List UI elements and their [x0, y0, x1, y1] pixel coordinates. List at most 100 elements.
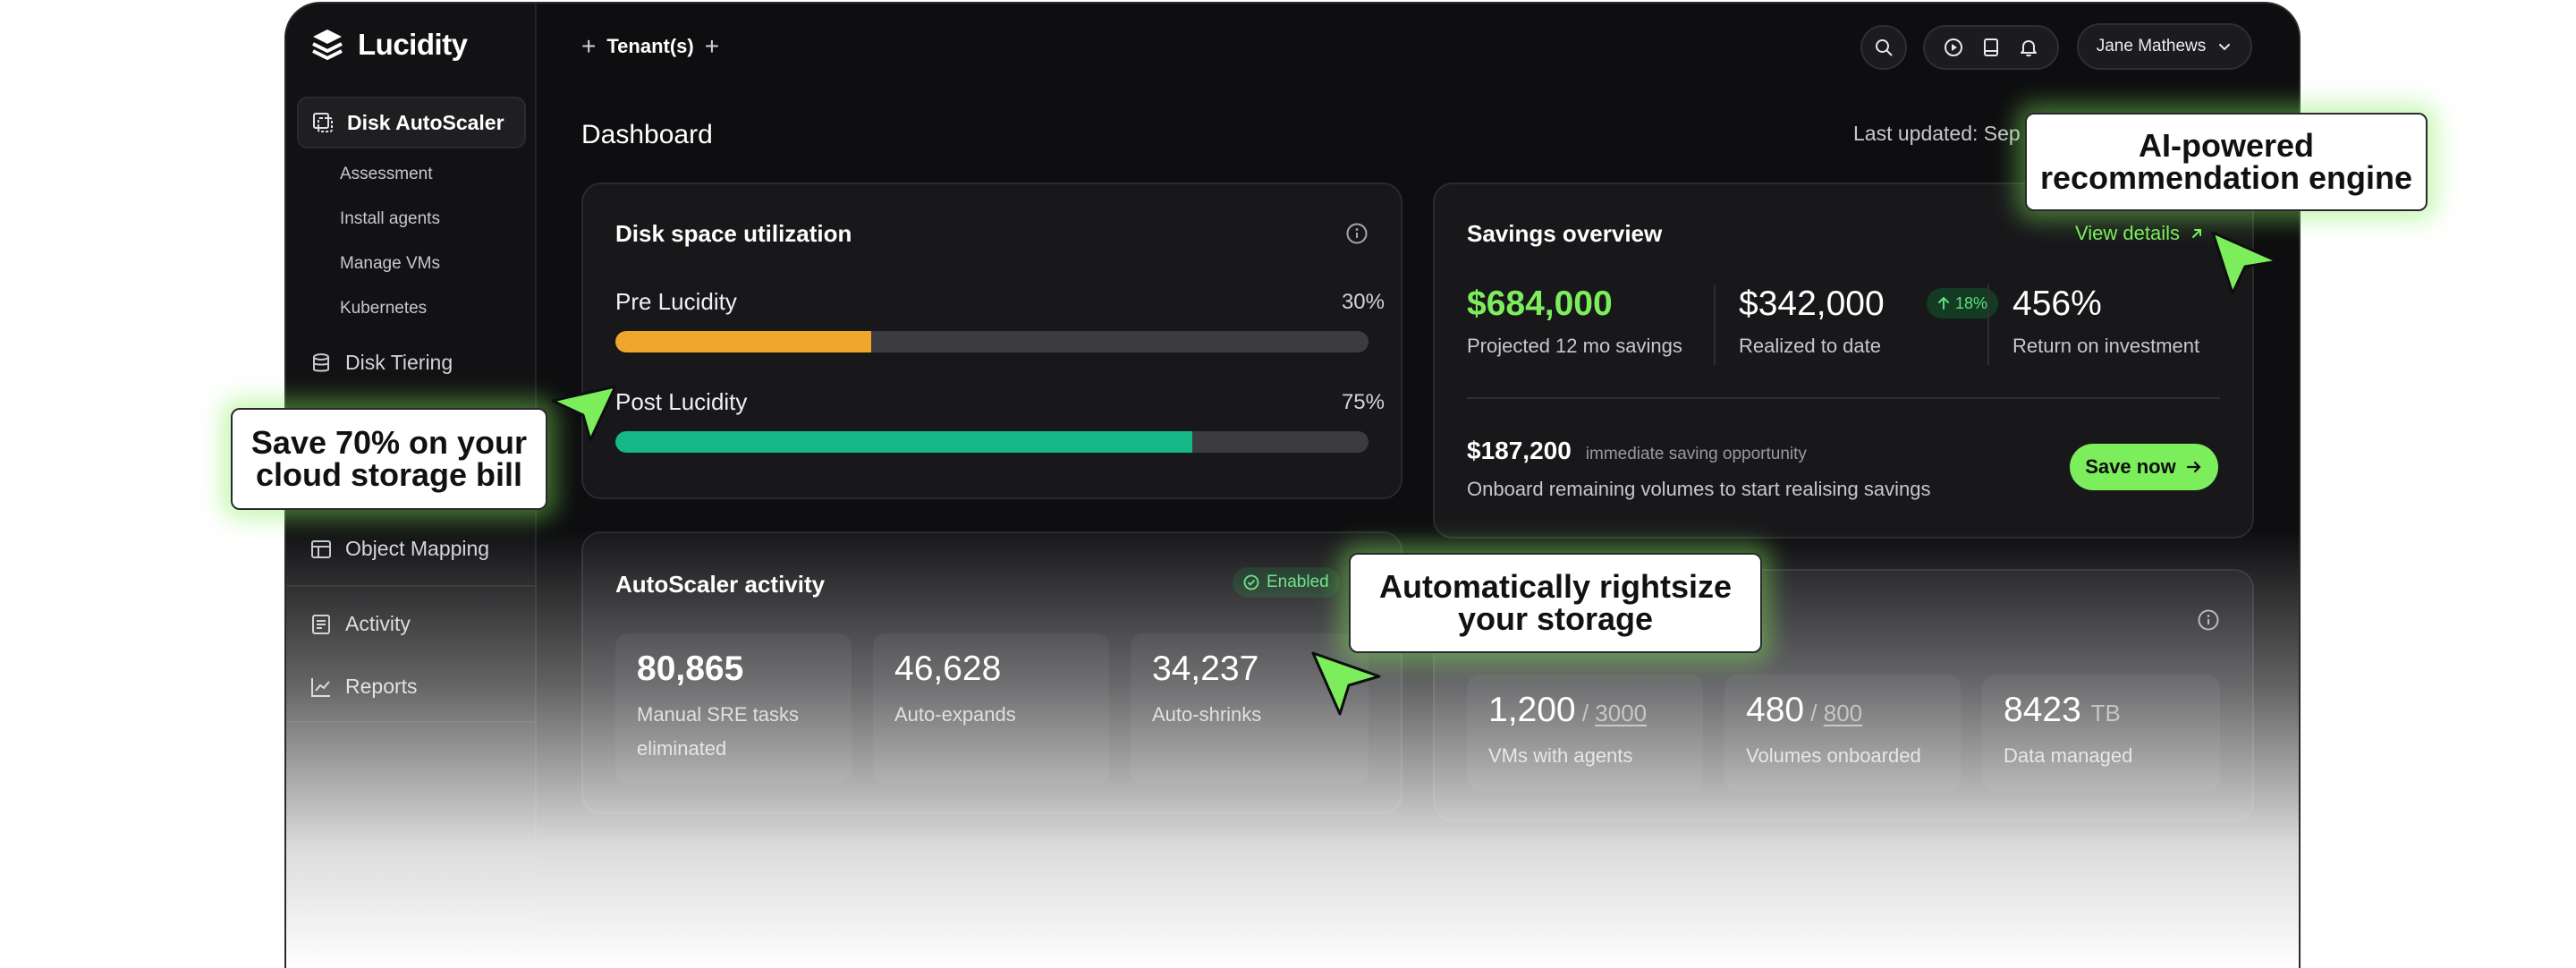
stat-tile: 80,865 Manual SRE tasks eliminated	[615, 633, 852, 784]
stat-total-value: 3000	[1595, 700, 1648, 726]
sidebar-item-label: Reports	[345, 675, 418, 698]
callout-ai-engine: AI-powered recommendation engine	[2025, 113, 2428, 211]
sidebar-item-label: Disk Tiering	[345, 351, 453, 374]
bell-icon[interactable]	[2018, 37, 2039, 58]
book-icon[interactable]	[1980, 37, 2002, 58]
savings-overview-card: Savings overview View details $684,000 P…	[1433, 183, 2254, 539]
stat-label: Manual SRE tasks eliminated	[637, 703, 799, 760]
stat-value: 8423 TB	[2004, 691, 2121, 730]
autoscaler-icon	[313, 113, 333, 132]
pre-lucidity-percent: 30%	[1341, 290, 1385, 314]
check-circle-icon	[1243, 574, 1259, 590]
callout-line: AI-powered	[2138, 127, 2314, 164]
stat-tile: 480 / 800 Volumes onboarded	[1724, 675, 1961, 791]
page-title: Dashboard	[581, 120, 713, 149]
stat-tile: 1,200 / 3000 VMs with agents	[1467, 675, 1703, 791]
stat-unit: TB	[2090, 700, 2121, 726]
sidebar-item-disk-autoscaler[interactable]: Disk AutoScaler	[297, 97, 526, 149]
play-icon[interactable]	[1943, 37, 1964, 58]
add-tenant-icon[interactable]: +	[704, 32, 720, 60]
callout-line: Automatically rightsize	[1378, 568, 1733, 605]
info-icon[interactable]	[1345, 222, 1368, 245]
sidebar-item-label: Disk AutoScaler	[347, 110, 504, 134]
sidebar-item-activity[interactable]: Activity	[309, 612, 411, 636]
stat-label: Volumes onboarded	[1746, 744, 1921, 767]
subnav-install-agents[interactable]: Install agents	[340, 209, 440, 228]
app-name: Lucidity	[358, 28, 468, 61]
card-title: Savings overview	[1467, 220, 1663, 247]
line-chart-icon	[311, 677, 330, 697]
card-title: AutoScaler activity	[615, 571, 826, 598]
arrow-up-right-icon	[2192, 229, 2201, 238]
info-icon[interactable]	[2197, 608, 2220, 632]
cursor-arrow-icon	[1311, 651, 1381, 716]
callout-line: recommendation engine	[2039, 159, 2413, 196]
stat-count: 8423	[2004, 691, 2081, 729]
subnav-kubernetes[interactable]: Kubernetes	[340, 299, 428, 318]
growth-badge: 18%	[1927, 288, 1999, 318]
cursor-arrow-icon	[551, 385, 617, 442]
autoscaler-activity-card: AutoScaler activity Enabled 80,865 Manua…	[581, 531, 1402, 814]
divider	[1714, 284, 1716, 365]
search-button[interactable]	[1860, 25, 1907, 70]
opportunity-value: $187,200	[1467, 437, 1572, 464]
stat-value: 34,237	[1152, 650, 1259, 688]
growth-badge-value: 18%	[1955, 293, 1988, 312]
stat-total: / 800	[1804, 700, 1863, 726]
user-name: Jane Mathews	[2096, 37, 2207, 55]
arrow-right-icon	[2186, 461, 2201, 473]
view-details-link[interactable]: View details	[2075, 222, 2205, 245]
projected-savings-value: $684,000	[1467, 284, 1613, 323]
stat-label: Data managed	[2004, 744, 2133, 767]
user-menu-button[interactable]: Jane Mathews	[2077, 23, 2252, 70]
subnav-manage-vms[interactable]: Manage VMs	[340, 254, 440, 273]
callout-line: cloud storage bill	[255, 456, 523, 493]
callout-line: your storage	[1457, 600, 1654, 637]
logo[interactable]: Lucidity	[309, 27, 468, 63]
callout-line: Save 70% on your	[250, 424, 528, 461]
layout-icon	[311, 539, 331, 558]
pre-lucidity-bar	[615, 331, 1368, 352]
callout-rightsize: Automatically rightsize your storage	[1349, 553, 1762, 653]
plus-icon: +	[581, 32, 597, 60]
divider	[1987, 284, 1989, 365]
tenant-label: Tenant(s)	[606, 35, 694, 57]
sidebar-item-disk-tiering[interactable]: Disk Tiering	[309, 351, 453, 375]
stat-count: 1,200	[1488, 691, 1576, 729]
stat-value: 480 / 800	[1746, 691, 1862, 730]
post-lucidity-bar	[615, 431, 1368, 453]
tenant-selector[interactable]: + Tenant(s) +	[581, 34, 719, 59]
roi-label: Return on investment	[2012, 335, 2200, 357]
callout-save-storage: Save 70% on your cloud storage bill	[231, 408, 547, 510]
card-title: Disk space utilization	[615, 220, 852, 247]
cursor-arrow-icon	[2211, 231, 2279, 295]
projected-savings-label: Projected 12 mo savings	[1467, 335, 1682, 357]
status-label: Enabled	[1267, 573, 1329, 591]
realized-label: Realized to date	[1739, 335, 1881, 357]
view-details-label: View details	[2075, 222, 2180, 244]
arrow-up-icon	[1938, 296, 1949, 310]
chevron-down-icon	[2219, 44, 2231, 51]
save-now-button[interactable]: Save now	[2070, 444, 2218, 490]
stat-total: / 3000	[1575, 700, 1648, 726]
sidebar-item-label: Activity	[345, 612, 411, 635]
sidebar-item-label: Object Mapping	[345, 537, 490, 560]
post-lucidity-percent: 75%	[1341, 390, 1385, 414]
subnav-assessment[interactable]: Assessment	[340, 165, 433, 183]
search-icon	[1876, 39, 1893, 56]
pre-lucidity-bar-fill	[615, 331, 872, 352]
last-updated-text: Last updated: Sep	[1853, 122, 2021, 145]
database-icon	[313, 352, 329, 371]
stat-tile: 8423 TB Data managed	[1982, 675, 2220, 791]
post-lucidity-label: Post Lucidity	[615, 388, 748, 415]
stat-label: VMs with agents	[1488, 744, 1633, 767]
toolbar-icon-group	[1923, 25, 2059, 70]
opportunity-tag: immediate saving opportunity	[1585, 445, 1807, 463]
sidebar-item-reports[interactable]: Reports	[309, 675, 418, 699]
stat-count: 480	[1746, 691, 1805, 729]
status-badge: Enabled	[1233, 567, 1340, 598]
pre-lucidity-label: Pre Lucidity	[615, 288, 737, 315]
stat-label: Auto-expands	[894, 703, 1016, 726]
lucidity-logo-icon	[312, 30, 343, 60]
sidebar-item-object-mapping[interactable]: Object Mapping	[309, 537, 489, 561]
